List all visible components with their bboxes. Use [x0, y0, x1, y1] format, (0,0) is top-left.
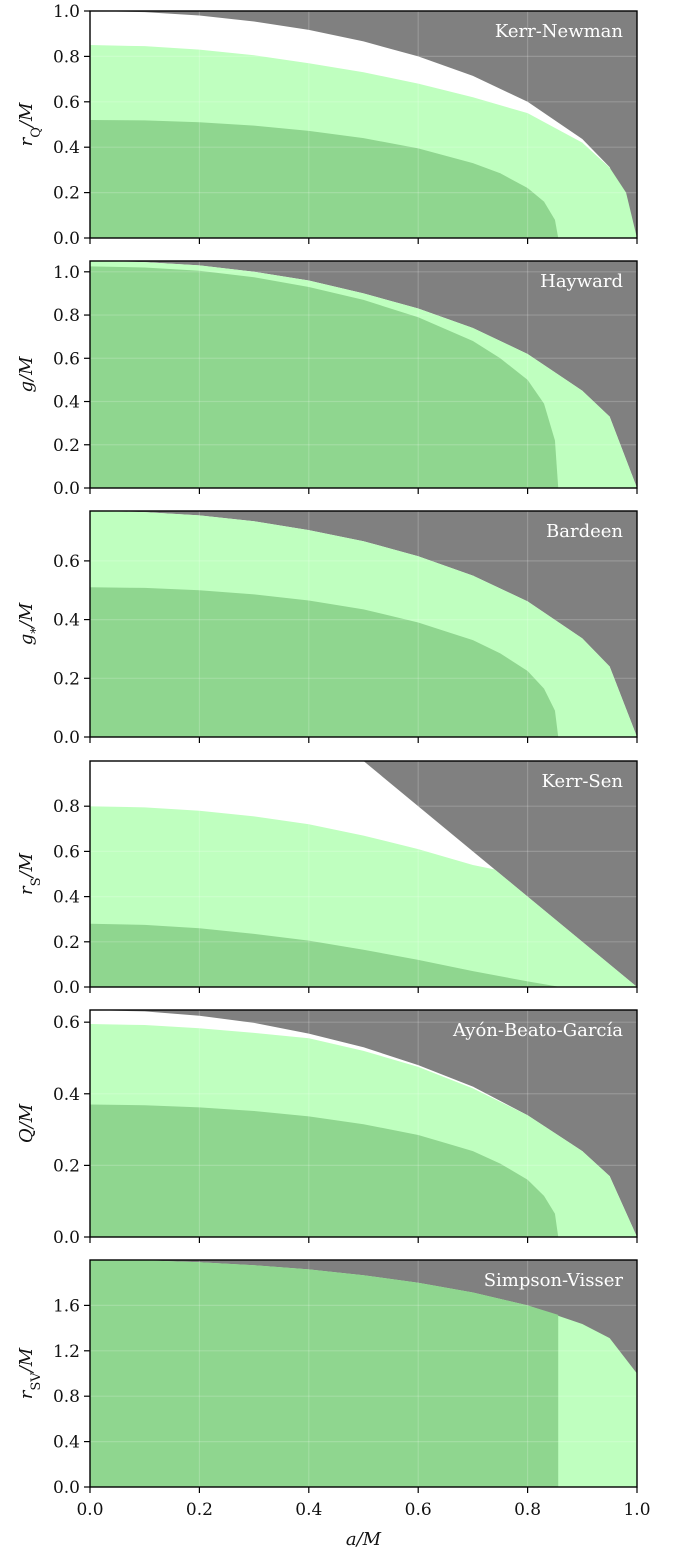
- plot-frame: [89, 1259, 638, 1488]
- plot-frame: [89, 260, 638, 489]
- y-axis-label: rS/M: [16, 852, 44, 895]
- plot-frame: [89, 510, 638, 738]
- y-tick-label: 0.4: [53, 611, 80, 631]
- x-axis-label: a/M: [346, 1529, 382, 1550]
- panel-regions: [90, 11, 637, 238]
- y-tick-label: 0.4: [53, 1085, 80, 1105]
- panel-1: 0.0 0.2 0.4 0.6 0.8 1.0 g/M Hayward: [16, 260, 638, 499]
- y-axis-label: rQ/M: [16, 102, 44, 146]
- y-tick-label: 1.2: [53, 1342, 80, 1362]
- y-tick-label: 0.4: [53, 393, 80, 413]
- y-axis-label: rSV/M: [16, 1347, 44, 1399]
- plot-frame: [89, 10, 638, 239]
- plot-frame: [89, 1009, 638, 1238]
- x-tick-label: 1.0: [623, 1500, 650, 1520]
- y-axis-label: g/M: [16, 356, 37, 393]
- panel-3: 0.0 0.2 0.4 0.6 0.8 rS/M Kerr-Sen: [16, 760, 638, 998]
- y-tick-label: 0.4: [53, 138, 80, 158]
- y-tick-label: 0.4: [53, 1433, 80, 1453]
- x-tick-label: 0.4: [295, 1500, 322, 1520]
- x-tick-label: 0.8: [514, 1500, 541, 1520]
- panel-2: 0.0 0.2 0.4 0.6 g*/M Bardeen: [16, 510, 638, 748]
- panel-regions: [90, 1260, 637, 1487]
- y-tick-label: 0.8: [53, 47, 80, 67]
- region-dark: [90, 119, 559, 238]
- x-tick-label: 0.6: [405, 1500, 432, 1520]
- y-tick-label: 0.8: [53, 797, 80, 817]
- region-dark: [90, 587, 559, 737]
- plot-frame: [89, 760, 638, 988]
- panel-title: Hayward: [540, 271, 623, 292]
- y-tick-label: 0.0: [53, 1228, 80, 1248]
- y-tick-label: 0.6: [53, 552, 80, 572]
- y-tick-label: 0.2: [53, 1156, 80, 1176]
- y-tick-label: 0.6: [53, 842, 80, 862]
- panel-regions: [90, 511, 637, 737]
- y-tick-label: 0.0: [53, 1478, 80, 1498]
- panel-5: 0.0 0.4 0.8 1.2 1.6 0.0 0.2 0.4 0.6 0.8 1.0 rSV/M a/…: [16, 1259, 651, 1550]
- panel-title: Kerr-Sen: [542, 771, 624, 792]
- y-tick-label: 0.0: [53, 978, 80, 998]
- y-tick-label: 0.6: [53, 93, 80, 113]
- y-tick-label: 0.2: [53, 669, 80, 689]
- panel-4: 0.0 0.2 0.4 0.6 Q/M Ayón-Beato-García: [16, 1009, 638, 1248]
- panel-title: Simpson-Visser: [484, 1270, 624, 1291]
- region-dark: [90, 1104, 559, 1237]
- y-axis-label: Q/M: [16, 1103, 37, 1143]
- y-tick-label: 0.0: [53, 229, 80, 249]
- y-tick-label: 0.4: [53, 888, 80, 908]
- y-tick-label: 0.2: [53, 436, 80, 456]
- y-tick-label: 0.2: [53, 933, 80, 953]
- y-axis-label: g*/M: [16, 602, 44, 645]
- panel-title: Ayón-Beato-García: [452, 1020, 623, 1041]
- panel-regions: [90, 761, 637, 987]
- y-tick-label: 0.0: [53, 479, 80, 499]
- y-tick-label: 1.0: [53, 2, 80, 22]
- panel-regions: [90, 1010, 637, 1237]
- x-tick-label: 0.0: [76, 1500, 103, 1520]
- y-tick-label: 0.6: [53, 1013, 80, 1033]
- panel-0: 0.0 0.2 0.4 0.6 0.8 1.0 rQ/M Kerr-Newman: [16, 2, 638, 249]
- panel-title: Bardeen: [546, 521, 623, 542]
- region-dark: [90, 266, 559, 488]
- region-dark: [90, 1260, 559, 1487]
- panel-title: Kerr-Newman: [495, 21, 624, 42]
- y-tick-label: 0.8: [53, 1387, 80, 1407]
- x-tick-label: 0.2: [186, 1500, 213, 1520]
- y-tick-label: 0.6: [53, 349, 80, 369]
- y-tick-label: 1.0: [53, 263, 80, 283]
- y-tick-label: 1.6: [53, 1296, 80, 1316]
- region-dark: [90, 923, 561, 987]
- panel-regions: [90, 261, 637, 488]
- y-tick-label: 0.2: [53, 184, 80, 204]
- y-tick-label: 0.8: [53, 306, 80, 326]
- y-tick-label: 0.0: [53, 728, 80, 748]
